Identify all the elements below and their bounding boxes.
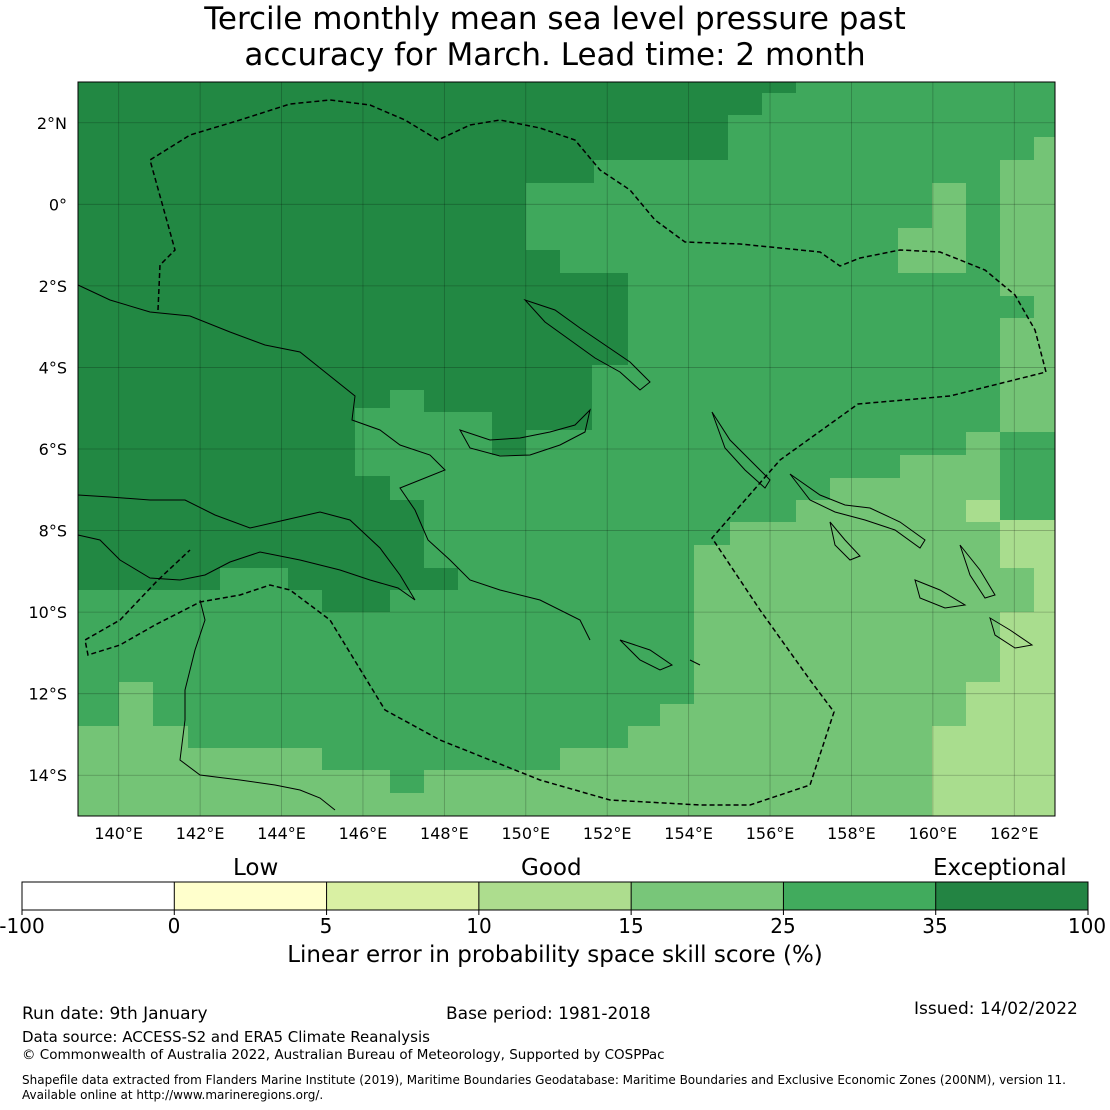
- colorbar-segment: [631, 882, 784, 910]
- copyright-notice: © Commonwealth of Australia 2022, Austra…: [22, 1047, 665, 1063]
- exceptional-skill-region: [78, 82, 796, 612]
- longitude-tick-label: 140°E: [94, 824, 143, 843]
- colorbar-axis-label: Linear error in probability space skill …: [287, 942, 823, 968]
- colorbar-tick: -100: [0, 914, 45, 938]
- new-guinea-north-coast: [77, 284, 591, 641]
- longitude-tick-label: 148°E: [420, 824, 469, 843]
- low-good-skill-region: [932, 500, 1055, 816]
- colorbar-segment: [326, 882, 479, 910]
- coastlines: [77, 284, 1034, 811]
- new-guinea-south-coast: [77, 494, 416, 601]
- latitude-labels: 2°N 0° 2°S 4°S 6°S 8°S 10°S 12°S 14°S: [28, 114, 67, 785]
- colorbar-label-low: Low: [233, 855, 279, 881]
- longitude-labels: 140°E 142°E 144°E 146°E 148°E 150°E 152°E 154°E…: [94, 824, 1038, 843]
- louisiade-islands: [619, 639, 701, 671]
- colorbar-segment: [783, 882, 936, 910]
- skill-score-map: [77, 81, 1056, 817]
- solomon-islands-chain: [789, 473, 1034, 649]
- longitude-tick-label: 154°E: [664, 824, 713, 843]
- colorbar-tick: 10: [466, 914, 492, 938]
- colorbar-segment: [478, 882, 632, 910]
- latitude-tick-label: 8°S: [39, 522, 67, 541]
- longitude-tick-label: 156°E: [746, 824, 795, 843]
- latitude-tick-label: 6°S: [39, 440, 67, 459]
- colorbar-tick: 15: [618, 914, 644, 938]
- colorbar-frame: [21, 881, 1089, 911]
- colorbar-tick: 5: [319, 914, 333, 938]
- latitude-tick-label: 0°: [49, 195, 67, 214]
- moderate-skill-region-south: [78, 432, 1055, 816]
- longitude-tick-label: 146°E: [339, 824, 388, 843]
- new-britain-island: [458, 408, 591, 457]
- latitude-tick-label: 4°S: [39, 358, 67, 377]
- colorbar-label-exceptional: Exceptional: [933, 855, 1067, 881]
- colorbar-tick: 35: [922, 914, 948, 938]
- colorbar-segment: [22, 882, 175, 910]
- colorbar: [21, 881, 1089, 915]
- longitude-tick-label: 142°E: [176, 824, 225, 843]
- eez-boundaries: [84, 99, 1047, 806]
- new-ireland-island: [523, 298, 651, 391]
- map-title-line-1: Tercile monthly mean sea level pressure …: [204, 1, 906, 37]
- map-frame: [77, 81, 1056, 817]
- latitude-tick-label: 2°S: [39, 277, 67, 296]
- latitude-tick-label: 12°S: [28, 685, 67, 704]
- colorbar-segment: [935, 882, 1088, 910]
- run-date: Run date: 9th January: [22, 1004, 208, 1024]
- latitude-tick-label: 14°S: [28, 766, 67, 785]
- longitude-tick-label: 150°E: [501, 824, 550, 843]
- colorbar-tick: 25: [770, 914, 796, 938]
- colorbar-label-good: Good: [521, 855, 582, 881]
- map-title-line-2: accuracy for March. Lead time: 2 month: [244, 37, 866, 73]
- png-eez-boundary: [84, 99, 1047, 806]
- australia-cape-york-coast: [179, 599, 336, 811]
- colorbar-tick: 100: [1067, 914, 1107, 938]
- latitude-tick-label: 2°N: [37, 114, 67, 133]
- moderate-skill-region-east: [1000, 137, 1055, 432]
- shapefile-credit: Shapefile data extracted from Flanders M…: [22, 1073, 1066, 1087]
- longitude-tick-label: 162°E: [990, 824, 1039, 843]
- colorbar-tick: 0: [167, 914, 181, 938]
- latitude-tick-label: 10°S: [28, 603, 67, 622]
- colorbar-segment: [174, 882, 327, 910]
- data-source: Data source: ACCESS-S2 and ERA5 Climate …: [22, 1028, 430, 1046]
- bougainville-island: [711, 411, 771, 489]
- base-period: Base period: 1981-2018: [446, 1004, 651, 1024]
- graticule: [78, 82, 1055, 816]
- issued-date: Issued: 14/02/2022: [914, 999, 1078, 1019]
- longitude-tick-label: 152°E: [583, 824, 632, 843]
- longitude-tick-label: 158°E: [827, 824, 876, 843]
- shapefile-url: Available online at http://www.marinereg…: [22, 1088, 324, 1102]
- longitude-tick-label: 160°E: [909, 824, 958, 843]
- longitude-tick-label: 144°E: [257, 824, 306, 843]
